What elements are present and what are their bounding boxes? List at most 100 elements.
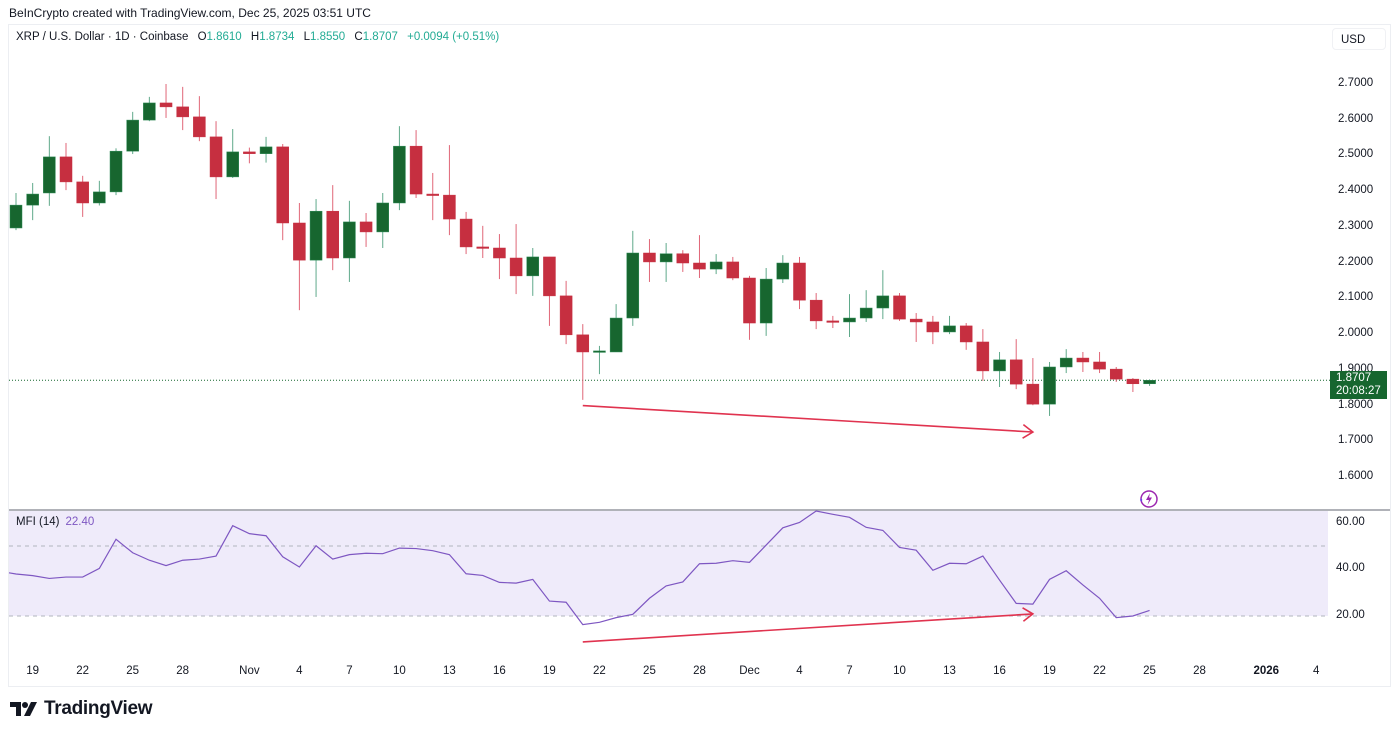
candle-body-down [976, 341, 990, 372]
price-tick-label: 2.6000 [1338, 112, 1374, 125]
candle-body-down [559, 295, 573, 336]
candle-body-up [709, 261, 723, 270]
candle-body-down [459, 218, 473, 248]
candle-body-down [1026, 383, 1040, 405]
time-tick-label: 28 [693, 665, 706, 677]
close-label: C [354, 31, 363, 43]
candle-body-down [426, 193, 439, 196]
candle-body-up [993, 359, 1006, 372]
mfi-divergence-arrow-head [1022, 607, 1035, 622]
mfi-points [15, 510, 1150, 625]
mfi-divergence-arrow-shaft [582, 613, 1033, 643]
attribution-text: BeInCrypto created with TradingView.com,… [9, 6, 371, 20]
divergence-arrows [582, 404, 1035, 643]
candle-body-down [1109, 368, 1123, 380]
candle [209, 121, 223, 200]
candle [693, 235, 706, 279]
candle [593, 345, 606, 375]
candle [59, 142, 73, 191]
time-tick-label: 25 [1143, 665, 1156, 677]
time-tick-label: 25 [643, 665, 656, 677]
time-tick-label: 13 [443, 665, 456, 677]
candle [976, 329, 990, 381]
candle-body-down [493, 247, 506, 259]
candle-body-up [376, 202, 389, 233]
symbol-title: XRP / U.S. Dollar · 1D · Coinbase [16, 31, 189, 43]
candle [709, 254, 723, 275]
candle [359, 212, 373, 247]
mfi-tick-label: 60.00 [1336, 515, 1365, 528]
candle-body-down [293, 222, 306, 261]
low-value: 1.8550 [310, 31, 346, 43]
lightning-icon[interactable] [1136, 487, 1160, 511]
mfi-divergence-arrow [582, 607, 1035, 643]
candle [959, 323, 973, 350]
time-tick-label: 10 [893, 665, 906, 677]
last-price-value: 1.8707 [1336, 372, 1372, 384]
candle-body-up [859, 307, 873, 319]
candle-body-up [943, 325, 956, 333]
candle [343, 200, 356, 282]
time-tick-label: Nov [239, 665, 260, 677]
time-tick-label: 19 [543, 665, 556, 677]
candle [1009, 339, 1023, 390]
candle-body-up [26, 193, 39, 206]
low-label: L [303, 31, 311, 43]
candle-body-up [143, 102, 156, 121]
candle [726, 256, 740, 281]
candle-body-down [926, 321, 940, 333]
time-tick-label: 28 [176, 665, 190, 677]
candle-body-down [543, 256, 556, 297]
candle-body-up [343, 221, 356, 259]
time-tick-label: 4 [1313, 665, 1320, 677]
time-tick-label: 10 [393, 665, 406, 677]
candle [1109, 366, 1123, 382]
time-tick-label: 19 [1043, 665, 1056, 677]
candlestick-series [9, 84, 1156, 416]
mfi-value: 22.40 [65, 516, 95, 528]
candle-body-down [676, 253, 690, 264]
candle [1126, 378, 1140, 392]
candle-body-up [1143, 380, 1156, 385]
candle [109, 148, 123, 196]
candle [243, 147, 256, 164]
candle [876, 270, 890, 320]
candle-body-down [693, 262, 706, 270]
candle-body-up [759, 278, 773, 324]
candle [376, 192, 389, 249]
candle-body-up [309, 210, 323, 261]
candle [126, 111, 139, 155]
candle [793, 256, 806, 310]
candle-body-down [326, 210, 339, 259]
candle [26, 182, 39, 221]
candle-body-up [126, 119, 139, 152]
candle-body-up [1043, 366, 1056, 405]
currency-button[interactable]: USD [1332, 28, 1386, 50]
candle [143, 96, 156, 122]
candle [893, 293, 906, 321]
candle [659, 242, 673, 282]
candle [643, 239, 656, 282]
candle [76, 175, 89, 217]
candle-body-down [1076, 357, 1090, 363]
price-tick-label: 1.6000 [1338, 470, 1374, 483]
tradingview-logo[interactable]: TradingView [10, 698, 153, 720]
candle-body-down [276, 146, 289, 224]
price-tick-label: 1.8000 [1338, 398, 1374, 411]
candle-body-up [626, 252, 640, 319]
price-divergence-arrow [582, 404, 1035, 439]
candle-body-up [843, 317, 856, 323]
mfi-legend[interactable]: MFI (14) 22.40 [16, 516, 94, 528]
candle-body-down [826, 320, 840, 323]
candle-body-up [876, 295, 890, 309]
candle [993, 351, 1006, 387]
candle-body-up [593, 350, 606, 353]
candle-body-down [793, 262, 806, 301]
candle [259, 136, 273, 163]
candle-body-down [643, 252, 656, 263]
candle-body-down [893, 295, 906, 320]
candle [193, 96, 206, 142]
candle [43, 136, 56, 206]
high-label: H [250, 31, 260, 43]
